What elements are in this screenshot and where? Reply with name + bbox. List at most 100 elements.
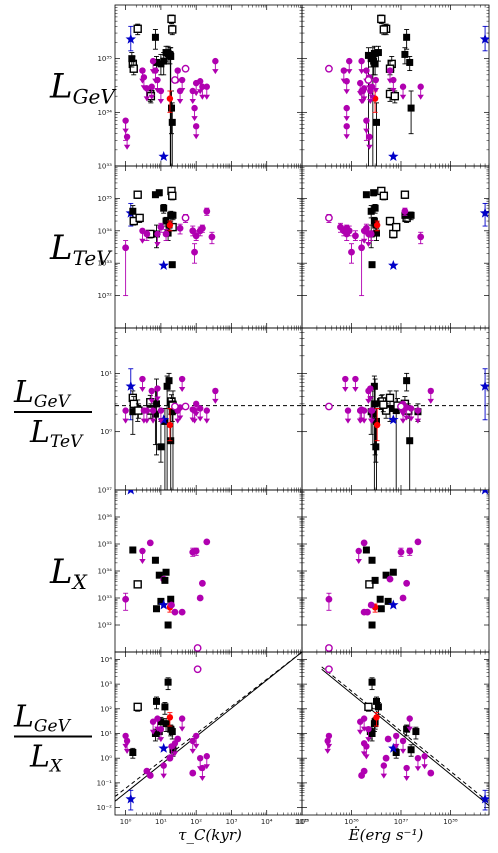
data-point-circle xyxy=(196,594,204,602)
data-point-square xyxy=(367,207,375,215)
data-point-circle xyxy=(360,539,368,547)
y-tick-label: 10³³ xyxy=(97,260,112,268)
plot-area xyxy=(115,652,302,811)
data-point-square xyxy=(151,730,159,737)
data-point-square xyxy=(368,261,376,269)
data-point-open-square xyxy=(365,580,374,589)
data-point-square xyxy=(370,189,378,197)
data-point-square xyxy=(168,261,176,269)
upper-limit-arrow xyxy=(178,726,186,732)
data-point-circle xyxy=(174,735,182,743)
panel-frame xyxy=(114,489,303,653)
upper-limit-arrow xyxy=(344,418,352,424)
data-point-square xyxy=(407,104,415,112)
y-tick-label: 10⁰ xyxy=(100,755,112,763)
x-tick-label: 10⁰ xyxy=(120,818,132,826)
panel-r4-c0: 10⁻² 10⁻¹ 10⁰ 10¹ 10² 10³ 10⁴ 10⁰ 10¹ 10² 10³ 10⁴ 10… xyxy=(97,651,308,826)
data-point-circle xyxy=(189,227,197,235)
upper-limit-arrow xyxy=(203,764,210,770)
data-point-circle xyxy=(157,223,165,231)
data-point-red xyxy=(373,221,381,229)
data-point-square xyxy=(128,55,136,63)
data-point-square xyxy=(403,725,411,733)
data-point-square xyxy=(364,51,372,59)
upper-limit-arrow xyxy=(359,98,367,104)
data-point-square xyxy=(152,697,160,705)
data-point-open-square xyxy=(385,393,395,403)
data-point-open-square xyxy=(385,216,395,226)
data-point-circle xyxy=(162,230,170,238)
data-point-circle xyxy=(367,601,375,609)
data-point-upper-limit xyxy=(342,375,349,383)
data-point-upper-limit xyxy=(122,407,129,414)
upper-limit-arrow xyxy=(149,418,157,424)
data-point-open-square xyxy=(167,14,176,24)
upper-limit-arrow xyxy=(191,418,198,424)
data-point-circle xyxy=(358,772,365,779)
upper-limit-arrow xyxy=(139,387,146,393)
upper-limit-arrow xyxy=(192,743,200,749)
data-point-upper-limit xyxy=(203,407,210,414)
data-point-upper-limit xyxy=(149,407,157,414)
data-point-circle xyxy=(146,539,154,547)
upper-limit-arrow xyxy=(367,396,374,402)
upper-limit-arrow xyxy=(123,748,131,754)
data-point-open-square xyxy=(133,580,142,589)
data-point-square xyxy=(169,211,177,219)
data-point-square xyxy=(392,407,400,415)
fit-line-solid xyxy=(115,652,302,802)
panel-r2-c0: 10⁰ 10¹ xyxy=(100,327,303,491)
upper-limit-arrow xyxy=(157,98,165,104)
data-point-open-circle xyxy=(171,76,179,84)
data-point-square xyxy=(168,118,176,126)
data-point-square xyxy=(155,189,163,197)
upper-limit-arrow xyxy=(212,398,219,404)
data-point-star xyxy=(388,414,399,425)
data-point-square xyxy=(372,118,380,126)
data-point-circle xyxy=(364,608,371,616)
data-point-circle xyxy=(401,207,409,215)
data-point-circle xyxy=(358,244,365,252)
data-point-star xyxy=(158,151,169,161)
data-point-open-square xyxy=(379,400,388,409)
y-tick-label: 10³⁵ xyxy=(97,541,112,549)
x-tick-label: 10¹ xyxy=(155,818,167,826)
data-point-square xyxy=(157,597,165,605)
fit-line-solid xyxy=(321,668,489,807)
data-point-circle xyxy=(166,754,174,762)
data-point-square xyxy=(167,52,175,60)
data-point-square xyxy=(157,443,165,451)
data-point-red xyxy=(373,421,381,429)
data-point-square xyxy=(371,204,379,212)
upper-limit-arrow xyxy=(392,743,400,749)
upper-limit-arrow xyxy=(122,418,129,424)
plot-area xyxy=(122,490,211,652)
upper-limit-arrow xyxy=(427,398,434,404)
data-point-square xyxy=(368,678,376,686)
data-point-upper-limit xyxy=(414,407,422,414)
data-point-circle xyxy=(417,233,425,241)
data-point-square xyxy=(129,207,137,215)
upper-limit-arrow xyxy=(360,238,368,244)
data-point-open-circle xyxy=(181,214,190,222)
data-point-circle xyxy=(203,207,211,215)
data-point-square xyxy=(165,377,173,385)
y-tick-label: 10⁻¹ xyxy=(97,779,113,787)
panel-r0-c1 xyxy=(301,4,490,167)
data-point-open-circle xyxy=(325,214,333,222)
upper-limit-arrow xyxy=(174,418,181,424)
y-tick-label: 10³⁴ xyxy=(97,109,112,117)
data-point-open-square xyxy=(168,25,177,34)
data-point-square xyxy=(151,191,159,199)
data-point-circle xyxy=(122,595,130,603)
data-point-open-circle xyxy=(325,644,333,652)
y-tick-label: 10³² xyxy=(97,292,112,300)
data-point-open-square xyxy=(389,229,398,239)
data-point-circle xyxy=(352,232,359,240)
data-point-square xyxy=(152,400,160,408)
data-point-circle xyxy=(386,575,394,583)
upper-limit-arrow xyxy=(414,766,422,772)
upper-limit-arrow xyxy=(421,764,428,770)
data-point-circle xyxy=(168,601,175,609)
panel-r4-c1: 10³⁵ 10³⁶ 10³⁷ 10³⁸ xyxy=(295,651,490,826)
